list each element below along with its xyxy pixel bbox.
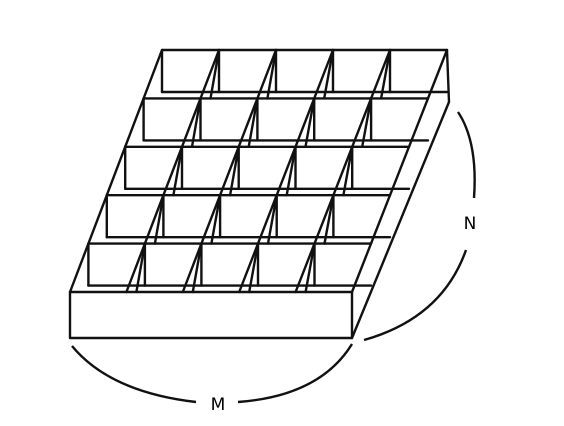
tray-front-wall [68, 290, 354, 340]
cell-3-2-partition-edge [247, 97, 259, 149]
divider-col-3-row-2 [275, 145, 297, 197]
divider-col-4-row-1 [313, 193, 335, 245]
cell-3-3-partition-edge [304, 97, 316, 149]
bottom-dimension-arc-right [237, 343, 354, 404]
divider-col-4-row-0 [294, 242, 316, 294]
divider-col-4-row-3 [351, 97, 373, 149]
divider-col-2-row-0 [181, 242, 203, 294]
cell-0-1-partition-edge [135, 242, 147, 294]
divider-col-1-row-1 [143, 193, 165, 245]
divider-col-1-row-4 [199, 48, 221, 100]
divider-col-3-row-0 [237, 242, 260, 294]
divider-col-3-row-1 [256, 193, 278, 245]
cell-1-1-partition-edge [153, 193, 165, 245]
bottom-dimension-arc-left [71, 345, 197, 404]
label-n: N [464, 214, 477, 234]
cell-4-4-partition-edge [379, 48, 392, 100]
cell-2-1-partition-edge [172, 145, 184, 197]
cell-2-4-partition-edge [342, 145, 354, 197]
divider-col-2-row-3 [237, 97, 259, 149]
divider-col-2-row-1 [200, 193, 222, 245]
label-m: M [211, 395, 226, 415]
cell-4-1-partition-edge [209, 48, 221, 100]
divider-col-1-row-0 [125, 242, 147, 294]
divider-col-4-row-4 [369, 48, 392, 100]
cell-1-4-partition-edge [323, 193, 335, 245]
cell-2-3-partition-edge [285, 145, 297, 197]
cell-0-4-partition-edge [304, 242, 316, 294]
divider-col-3-row-3 [294, 97, 316, 149]
right-dimension-arc-bottom [363, 249, 468, 342]
divider-col-2-row-2 [218, 145, 240, 197]
cell-0-3-partition-edge [247, 242, 260, 294]
divider-col-1-row-3 [180, 97, 202, 149]
cell-0-2-partition-edge [191, 242, 203, 294]
divider-col-3-row-4 [313, 48, 335, 100]
tray-lines [68, 48, 451, 340]
divider-col-1-row-2 [162, 145, 184, 197]
cell-1-2-partition-edge [210, 193, 222, 245]
cell-2-2-partition-edge [228, 145, 240, 197]
cell-3-1-partition-edge [190, 97, 202, 149]
right-dimension-arc-top [457, 111, 476, 199]
divider-col-4-row-2 [332, 145, 354, 197]
tray-right-wall [350, 48, 451, 340]
cell-4-2-partition-edge [266, 48, 278, 100]
cell-1-3-partition-edge [266, 193, 278, 245]
divider-col-2-row-4 [256, 48, 278, 100]
cell-3-4-partition-edge [361, 97, 373, 149]
cell-4-3-partition-edge [323, 48, 335, 100]
